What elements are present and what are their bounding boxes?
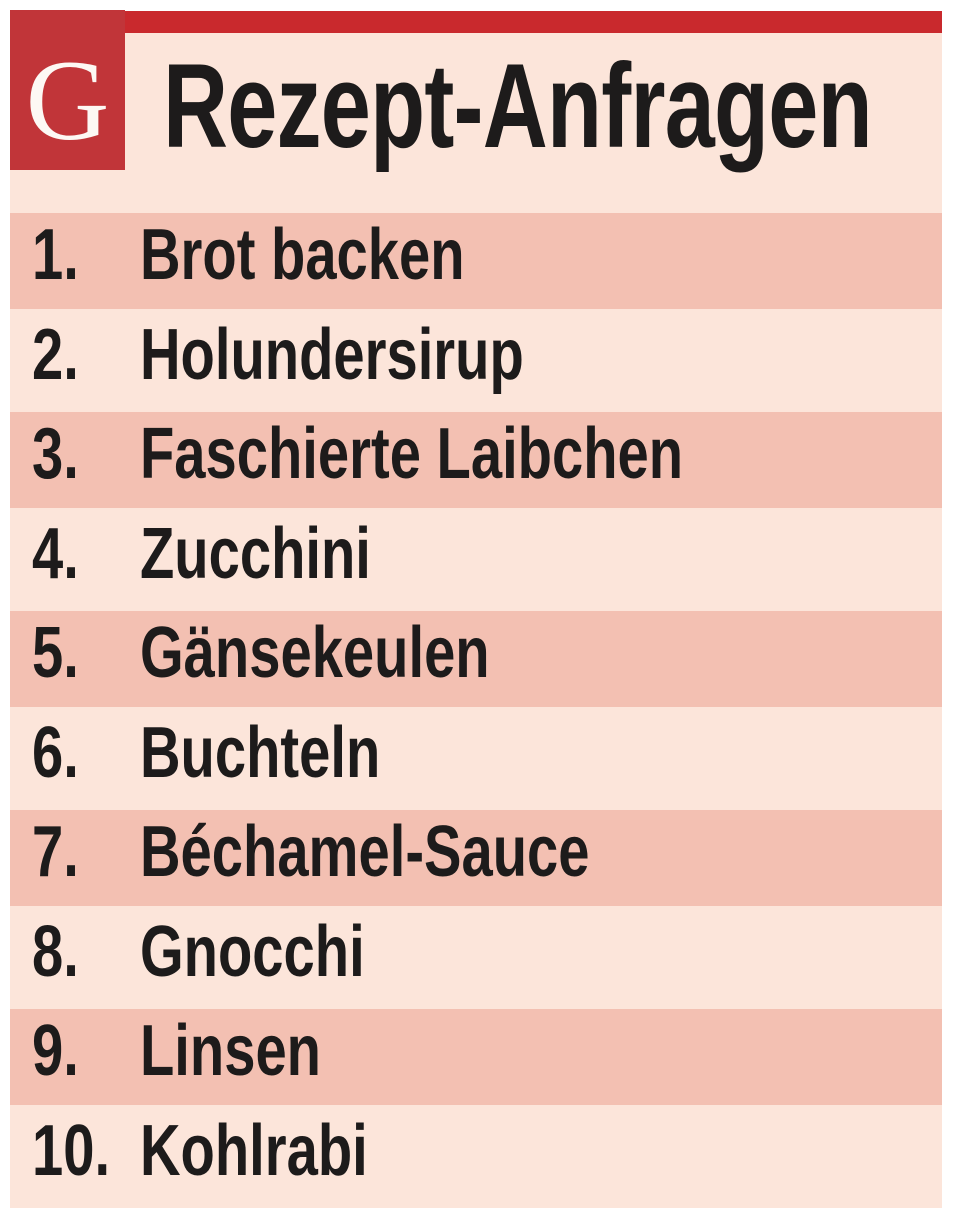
rank-number: 3. [32,414,79,494]
rank-number: 4. [32,513,79,594]
list-item: 5. Gänsekeulen [10,611,942,711]
item-label: Holundersirup [140,314,524,395]
rank-number: 2. [32,314,79,395]
list-item: 7. Béchamel-Sauce [10,810,942,910]
item-label: Faschierte Laibchen [140,414,684,494]
item-label: Brot backen [140,215,465,295]
logo-letter-g: G [25,37,110,165]
list-item: 1. Brot backen [10,213,942,313]
rank-number: 9. [32,1011,79,1091]
list-item: 10. Kohlrabi [10,1109,942,1209]
list-item: 3. Faschierte Laibchen [10,412,942,512]
item-label: Linsen [140,1011,321,1091]
list-item: 8. Gnocchi [10,910,942,1010]
rank-number: 6. [32,712,79,793]
rank-number: 10. [32,1110,111,1191]
rank-number: 7. [32,812,79,892]
list-item: 9. Linsen [10,1009,942,1109]
logo-g-box: G [10,10,125,170]
rank-number: 5. [32,613,79,693]
list-item: 4. Zucchini [10,512,942,612]
item-label: Kohlrabi [140,1110,368,1191]
ranking-list: 1. Brot backen 2. Holundersirup 3. Fasch… [10,213,942,1208]
list-item: 2. Holundersirup [10,313,942,413]
item-label: Zucchini [140,513,371,594]
rank-number: 1. [32,215,79,295]
item-label: Béchamel-Sauce [140,812,590,892]
masthead-band: Rezept-Anfragen [10,33,942,213]
item-label: Buchteln [140,712,381,793]
list-item: 6. Buchteln [10,711,942,811]
item-label: Gnocchi [140,911,365,992]
rank-number: 8. [32,911,79,992]
page-title: Rezept-Anfragen [163,39,873,173]
masthead-red-bar [10,11,942,33]
item-label: Gänsekeulen [140,613,490,693]
